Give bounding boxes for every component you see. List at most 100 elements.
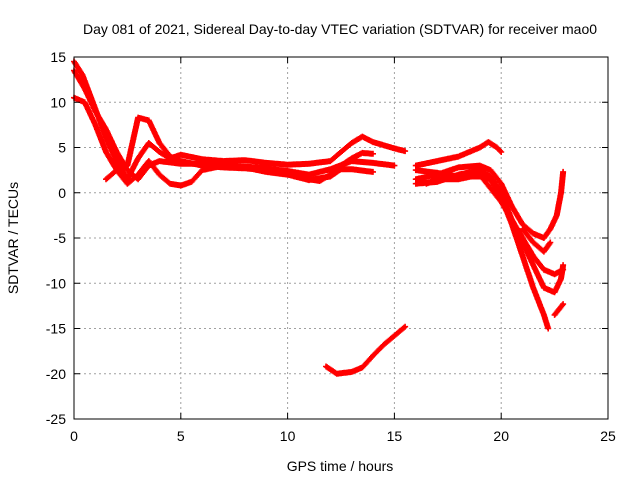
data-point: [158, 173, 161, 176]
data-point: [83, 87, 86, 90]
data-point: [457, 155, 460, 158]
data-point: [435, 177, 439, 181]
data-point: [350, 157, 353, 160]
y-tick-label: -20: [46, 366, 66, 382]
data-point: [532, 241, 535, 244]
data-point: [382, 343, 385, 346]
data-point: [200, 164, 204, 167]
data-point: [371, 161, 375, 165]
data-point: [532, 232, 535, 235]
data-point: [361, 135, 364, 138]
x-tick-label: 15: [387, 428, 403, 444]
data-point: [243, 167, 247, 170]
y-tick-label: -10: [46, 275, 66, 291]
data-point: [200, 168, 204, 172]
y-tick-label: 0: [58, 185, 66, 201]
data-point: [495, 146, 499, 149]
data-point: [329, 173, 332, 176]
data-point: [561, 302, 565, 306]
data-point: [542, 286, 546, 289]
series-track-5: [412, 139, 505, 169]
data-point: [126, 182, 129, 185]
data-point: [324, 365, 328, 368]
chart-title: Day 081 of 2021, Sidereal Day-to-day VTE…: [83, 21, 597, 37]
data-point: [94, 123, 97, 127]
data-point: [532, 263, 535, 267]
data-point: [538, 277, 541, 280]
data-series: [71, 58, 567, 377]
data-point: [561, 263, 565, 267]
data-point: [478, 146, 482, 149]
series-track-10: [519, 225, 554, 255]
data-point: [265, 168, 268, 172]
data-point: [136, 173, 140, 176]
x-tick-label: 5: [177, 428, 185, 444]
y-tick-label: 15: [50, 49, 66, 65]
data-point: [222, 159, 225, 163]
data-point: [104, 150, 108, 154]
data-point: [542, 250, 546, 253]
data-point: [318, 179, 321, 183]
data-point: [350, 141, 353, 145]
data-point: [478, 164, 482, 167]
y-tick-label: 10: [50, 94, 66, 110]
data-point: [115, 168, 118, 172]
data-point: [179, 184, 182, 187]
data-point: [500, 182, 503, 185]
data-point: [222, 166, 225, 169]
data-point: [126, 168, 129, 172]
data-point: [435, 171, 439, 175]
data-point: [126, 164, 129, 167]
data-point: [136, 116, 140, 119]
data-point: [478, 168, 482, 172]
data-point: [200, 158, 204, 161]
x-tick-label: 20: [493, 428, 509, 444]
data-point: [350, 168, 353, 171]
data-point: [179, 153, 182, 156]
data-point: [521, 254, 524, 258]
data-point: [147, 141, 150, 145]
data-point: [487, 140, 490, 144]
data-point: [286, 163, 289, 166]
data-point: [179, 159, 182, 163]
data-point: [104, 177, 108, 181]
data-point: [500, 200, 503, 203]
data-point: [553, 291, 556, 294]
data-point: [265, 161, 268, 165]
data-point: [286, 171, 289, 175]
data-point: [542, 268, 546, 271]
data-point: [414, 168, 417, 172]
data-point: [393, 334, 396, 337]
axis-ticks: 0 5 10 15 20 25 -25 -20 -15 -10 -5 0 5 10 15: [46, 49, 616, 444]
data-point: [561, 268, 565, 271]
data-point: [339, 150, 343, 154]
data-point: [115, 150, 118, 154]
x-tick-label: 25: [600, 428, 616, 444]
data-point: [158, 141, 161, 145]
data-point: [329, 168, 332, 171]
data-point: [190, 180, 193, 184]
y-tick-label: -25: [46, 411, 66, 427]
data-point: [147, 119, 150, 122]
data-point: [559, 277, 563, 280]
data-point: [350, 370, 353, 374]
data-point: [542, 313, 546, 317]
data-point: [307, 177, 311, 181]
data-point: [555, 214, 558, 217]
data-point: [425, 182, 428, 185]
data-point: [510, 205, 514, 208]
x-axis-label: GPS time / hours: [287, 458, 394, 474]
data-point: [371, 354, 375, 357]
data-point: [532, 254, 535, 258]
data-point: [168, 182, 172, 185]
data-point: [500, 150, 503, 154]
data-point: [393, 147, 396, 150]
y-tick-label: 5: [58, 140, 66, 156]
data-point: [106, 141, 110, 145]
data-point: [83, 101, 86, 104]
data-point: [542, 236, 546, 240]
data-point: [489, 168, 492, 172]
data-point: [435, 159, 439, 163]
data-point: [371, 140, 375, 144]
